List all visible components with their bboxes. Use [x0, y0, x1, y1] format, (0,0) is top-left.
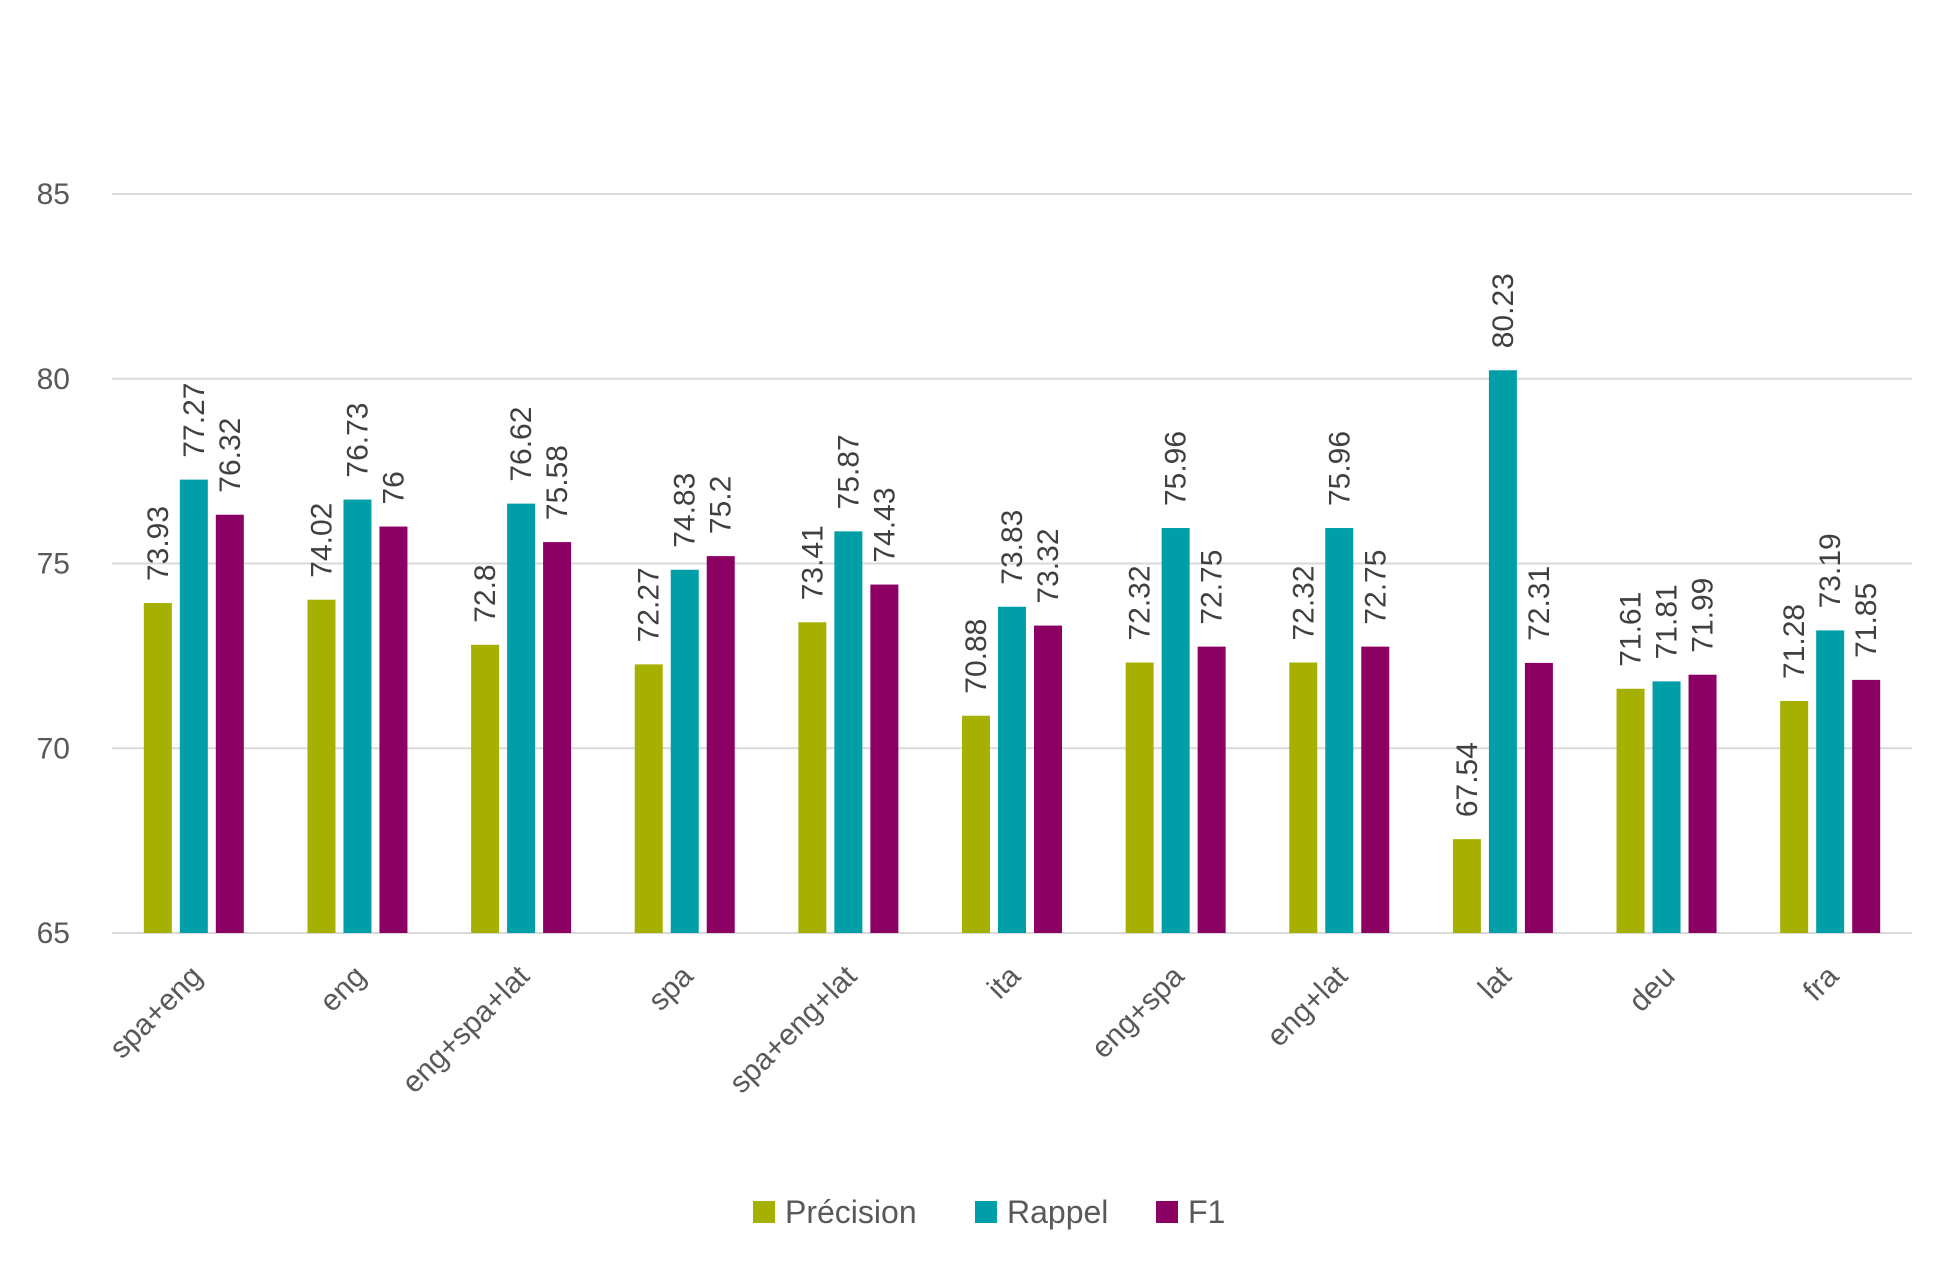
data-label: 75.87	[832, 434, 865, 509]
x-tick-label: fra	[1797, 959, 1845, 1007]
x-tick-label: eng+lat	[1261, 959, 1355, 1053]
bar	[1488, 370, 1517, 934]
bar	[670, 569, 699, 933]
data-label: 73.93	[142, 506, 175, 581]
bar	[634, 664, 663, 933]
data-label: 72.31	[1523, 566, 1556, 641]
data-label: 72.8	[469, 564, 502, 622]
bar	[143, 603, 172, 933]
x-tick-label: spa	[642, 959, 700, 1017]
data-label: 72.75	[1196, 550, 1229, 625]
bar	[543, 542, 572, 933]
gridlines	[112, 193, 1912, 934]
x-tick-label: spa+eng	[103, 960, 208, 1065]
bar	[307, 599, 336, 933]
x-tick-label: eng	[314, 960, 373, 1019]
data-label: 73.32	[1032, 528, 1065, 603]
x-tick-label: deu	[1623, 960, 1682, 1019]
x-tick-label: lat	[1472, 959, 1518, 1005]
bar	[1034, 625, 1062, 933]
bar	[1325, 528, 1354, 933]
legend-swatch	[975, 1201, 997, 1223]
legend-label: Précision	[785, 1194, 917, 1230]
data-label: 72.75	[1359, 550, 1392, 625]
bar	[1688, 674, 1717, 933]
data-label: 76	[377, 471, 410, 504]
data-label: 75.96	[1323, 431, 1356, 506]
data-label: 76.62	[505, 407, 538, 482]
legend-label: F1	[1188, 1194, 1225, 1230]
x-axis-ticks: spa+eng eng eng+spa+lat spa spa+eng+lat ita en…	[103, 959, 1845, 1100]
bar	[1616, 688, 1645, 933]
data-label: 74.43	[868, 487, 901, 562]
y-tick-label: 75	[37, 548, 70, 581]
data-label: 73.19	[1814, 533, 1847, 608]
y-tick-label: 65	[37, 917, 70, 950]
data-label: 76.32	[214, 418, 247, 493]
data-label: 70.88	[960, 619, 993, 694]
data-label: 74.02	[305, 503, 338, 578]
bars	[143, 370, 1881, 934]
y-tick-label: 80	[37, 363, 70, 396]
bar	[1452, 839, 1481, 933]
data-label: 71.81	[1651, 584, 1684, 659]
data-label: 71.61	[1615, 592, 1648, 667]
data-label: 75.2	[705, 476, 738, 534]
x-tick-label: eng+spa	[1085, 959, 1191, 1065]
bar	[706, 556, 735, 933]
bar	[1197, 646, 1226, 933]
y-axis-ticks: 65 70 75 80 85	[37, 178, 70, 950]
bar	[1852, 679, 1881, 933]
y-tick-label: 85	[37, 178, 70, 211]
data-label: 77.27	[178, 383, 211, 458]
bar	[1161, 528, 1190, 933]
data-label: 72.32	[1287, 565, 1320, 640]
data-label: 71.28	[1778, 604, 1811, 679]
bar	[179, 479, 208, 933]
data-label: 67.54	[1451, 742, 1484, 817]
x-tick-label: ita	[981, 959, 1027, 1005]
bar	[471, 644, 500, 933]
y-tick-label: 70	[37, 732, 70, 765]
data-label: 73.83	[996, 510, 1029, 585]
legend-swatch	[753, 1201, 775, 1223]
x-tick-label: eng+spa+lat	[396, 959, 537, 1100]
bar	[343, 499, 372, 933]
legend: Précision Rappel F1	[753, 1194, 1225, 1230]
bar	[1652, 681, 1681, 933]
bar	[507, 503, 536, 933]
bar	[1125, 662, 1154, 933]
legend-label: Rappel	[1007, 1194, 1108, 1230]
legend-swatch	[1156, 1201, 1178, 1223]
data-label: 72.32	[1124, 565, 1157, 640]
bar	[215, 514, 244, 933]
bar	[1780, 700, 1809, 933]
data-label: 71.85	[1850, 583, 1883, 658]
bar	[1816, 630, 1845, 933]
data-label: 75.96	[1160, 431, 1193, 506]
bar	[1289, 662, 1318, 933]
bar	[834, 531, 863, 933]
bar	[1524, 662, 1553, 933]
data-label: 72.27	[633, 567, 666, 642]
x-tick-label: spa+eng+lat	[723, 959, 864, 1100]
bar	[1361, 646, 1390, 933]
data-label: 71.99	[1687, 578, 1720, 653]
bar	[998, 606, 1026, 933]
data-label: 73.41	[796, 525, 829, 600]
bar	[379, 526, 408, 933]
bar	[798, 622, 827, 933]
bar	[962, 715, 990, 933]
data-label: 80.23	[1487, 273, 1520, 348]
data-label: 76.73	[341, 402, 374, 477]
bar	[870, 584, 899, 933]
data-label: 75.58	[541, 445, 574, 520]
data-label: 74.83	[669, 473, 702, 548]
